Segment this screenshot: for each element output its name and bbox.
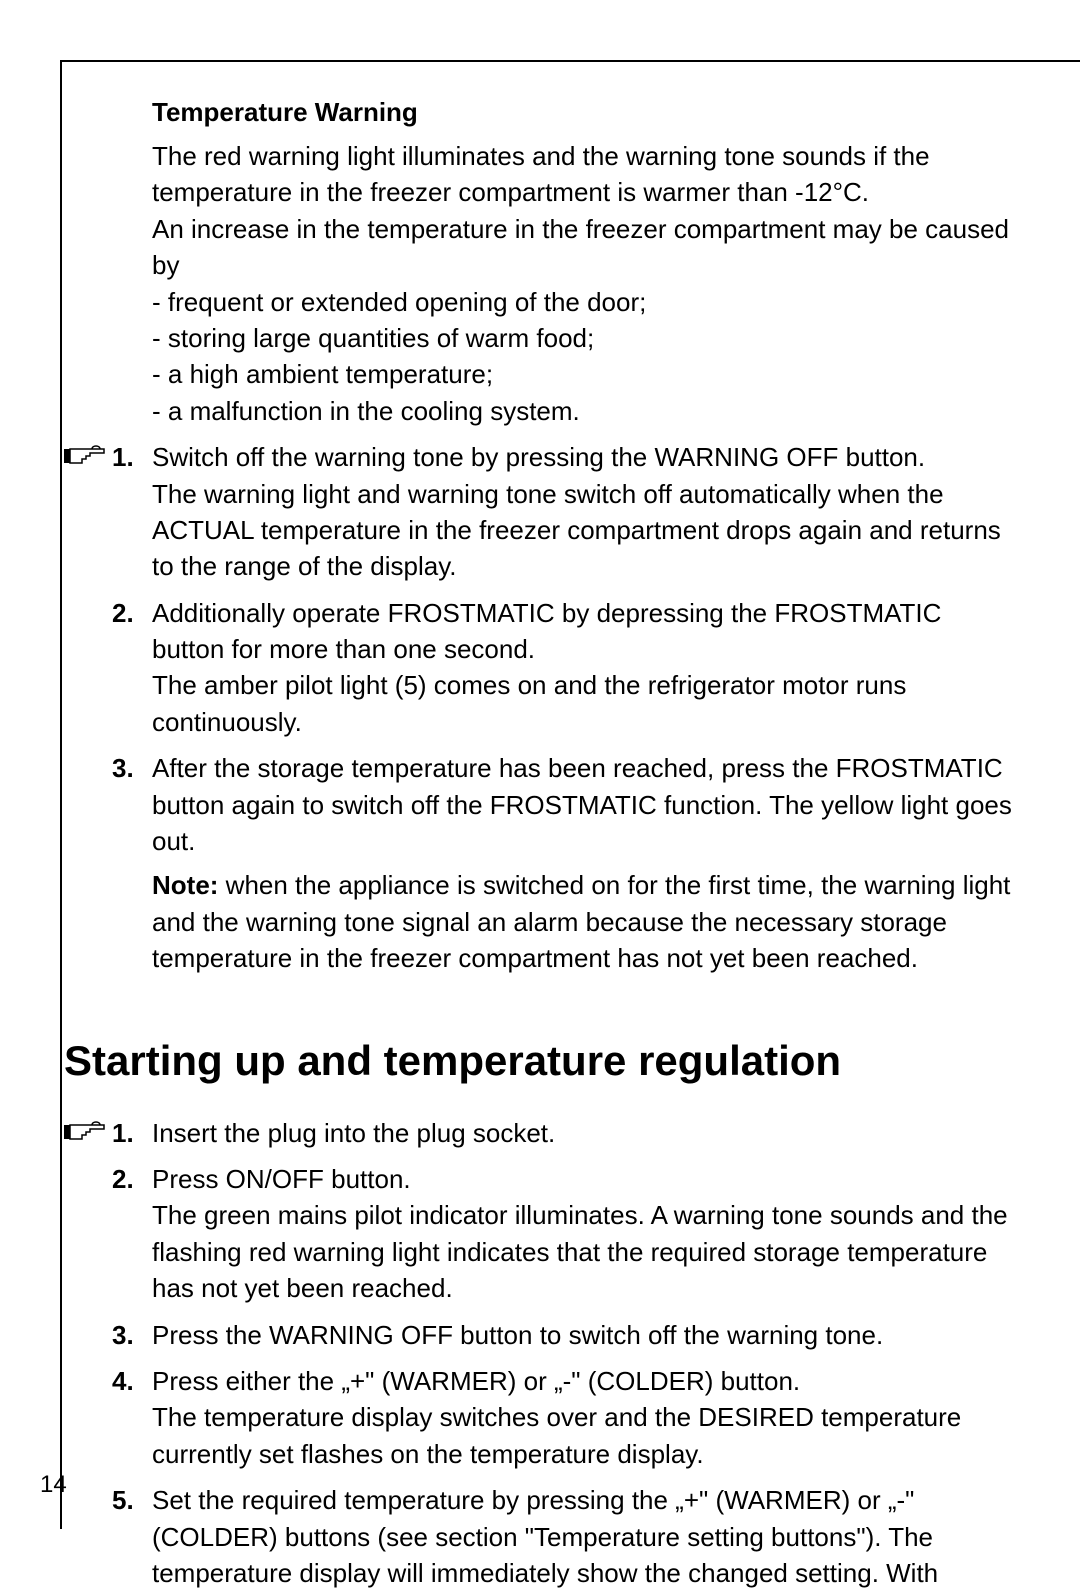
startup-step-1: 1. Insert the plug into the plug socket.: [152, 1115, 1020, 1151]
temperature-warning-heading: Temperature Warning: [152, 97, 1020, 128]
step-number: 4.: [112, 1363, 134, 1399]
step-number: 2.: [112, 595, 134, 631]
startup-step-5: 5. Set the required temperature by press…: [152, 1482, 1020, 1591]
note-text: when the appliance is switched on for th…: [152, 870, 1010, 973]
step-text-continued: The temperature display switches over an…: [152, 1399, 1020, 1472]
note-block: Note: when the appliance is switched on …: [152, 867, 1020, 976]
step-number: 5.: [112, 1482, 134, 1518]
step-number: 1.: [112, 1115, 134, 1151]
warning-step-3: 3. After the storage temperature has bee…: [152, 750, 1020, 976]
warning-intro-2: An increase in the temperature in the fr…: [152, 211, 1020, 284]
step-text: Switch off the warning tone by pressing …: [152, 442, 925, 472]
startup-step-3: 3. Press the WARNING OFF button to switc…: [152, 1317, 1020, 1353]
step-text-continued: The green mains pilot indicator illumina…: [152, 1197, 1020, 1306]
startup-step-4: 4. Press either the „+" (WARMER) or „-" …: [152, 1363, 1020, 1472]
step-number: 3.: [112, 1317, 134, 1353]
step-number: 2.: [112, 1161, 134, 1197]
cause-item: - a malfunction in the cooling system.: [152, 393, 1020, 429]
cause-item: - storing large quantities of warm food;: [152, 320, 1020, 356]
cause-item: - a high ambient temperature;: [152, 356, 1020, 392]
note-label: Note:: [152, 870, 218, 900]
page-content: Temperature Warning The red warning ligh…: [62, 97, 1080, 1591]
causes-list: - frequent or extended opening of the do…: [152, 284, 1020, 430]
cause-item: - frequent or extended opening of the do…: [152, 284, 1020, 320]
starting-up-heading: Starting up and temperature regulation: [64, 1037, 1020, 1085]
step-text: Insert the plug into the plug socket.: [152, 1118, 555, 1148]
warning-intro-1: The red warning light illuminates and th…: [152, 138, 1020, 211]
hand-pointing-icon: [64, 441, 108, 469]
warning-step-2: 2. Additionally operate FROSTMATIC by de…: [152, 595, 1020, 741]
step-text: Press the WARNING OFF button to switch o…: [152, 1320, 883, 1350]
step-text: Press either the „+" (WARMER) or „-" (CO…: [152, 1366, 800, 1396]
warning-step-1: 1. Switch off the warning tone by pressi…: [152, 439, 1020, 585]
step-number: 3.: [112, 750, 134, 786]
page-number: 14: [40, 1471, 67, 1499]
step-text: After the storage temperature has been r…: [152, 753, 1012, 856]
step-text: Press ON/OFF button.: [152, 1164, 411, 1194]
hand-pointing-icon: [64, 1117, 108, 1145]
step-text: Set the required temperature by pressing…: [152, 1485, 938, 1588]
startup-step-2: 2. Press ON/OFF button. The green mains …: [152, 1161, 1020, 1307]
page-frame: Temperature Warning The red warning ligh…: [60, 60, 1080, 1529]
step-text: Additionally operate FROSTMATIC by depre…: [152, 598, 941, 664]
step-text-continued: The warning light and warning tone switc…: [152, 476, 1020, 585]
step-number: 1.: [112, 439, 134, 475]
step-text-continued: The amber pilot light (5) comes on and t…: [152, 667, 1020, 740]
